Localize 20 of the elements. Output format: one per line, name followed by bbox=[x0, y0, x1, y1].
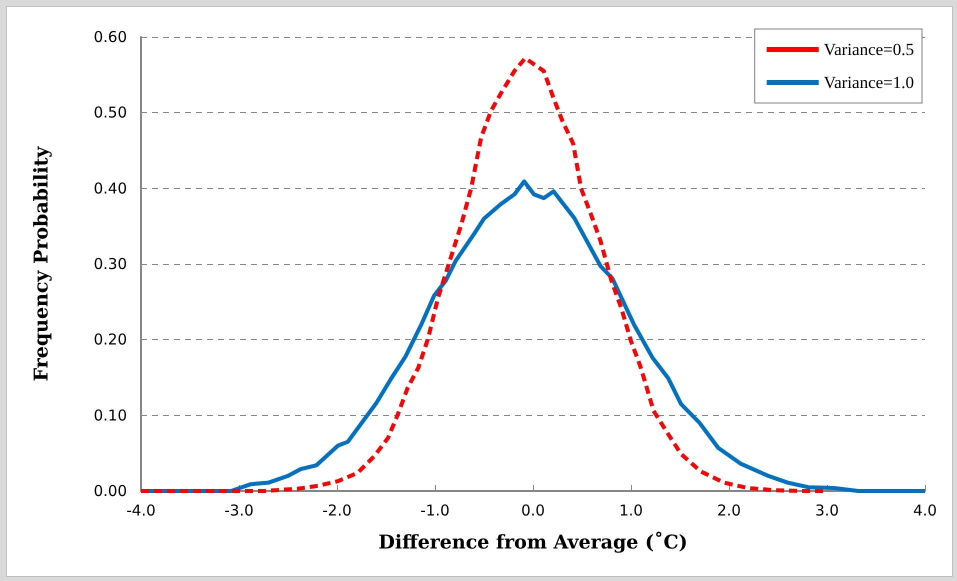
x-tick-label: -2.0 bbox=[322, 502, 352, 520]
y-tick-label: 0.10 bbox=[94, 406, 127, 424]
x-tick-label: -1.0 bbox=[420, 502, 450, 520]
x-tick-label: 2.0 bbox=[717, 502, 741, 520]
legend-label: Variance=1.0 bbox=[824, 73, 914, 92]
x-axis-title: Difference from Average (˚C) bbox=[378, 532, 688, 554]
legend-label: Variance=0.5 bbox=[824, 40, 914, 59]
x-tick-label: 1.0 bbox=[619, 502, 643, 520]
y-tick-label: 0.60 bbox=[94, 28, 127, 46]
y-tick-label: 0.40 bbox=[94, 179, 127, 198]
y-axis-title: Frequency Probability bbox=[30, 146, 52, 382]
y-tick-label: 0.50 bbox=[94, 104, 127, 122]
y-tick-label: 0.00 bbox=[94, 482, 127, 500]
x-tick-label: 0.0 bbox=[521, 502, 545, 520]
y-tick-label: 0.20 bbox=[94, 330, 127, 349]
x-tick-label: -4.0 bbox=[126, 502, 156, 520]
x-tick-label: 4.0 bbox=[913, 502, 937, 520]
y-tick-label: 0.30 bbox=[94, 255, 127, 273]
x-tick-label: -3.0 bbox=[224, 502, 254, 520]
x-tick-label: 3.0 bbox=[815, 502, 839, 520]
